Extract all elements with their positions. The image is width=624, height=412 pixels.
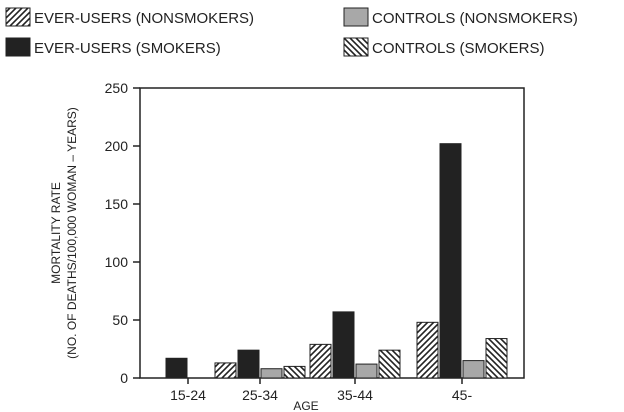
- bar: [485, 338, 508, 379]
- bar: [283, 365, 306, 379]
- bar: [165, 357, 188, 379]
- y-axis: 0 50 100 150 200 250: [105, 80, 140, 386]
- y-axis-title-line-1: MORTALITY RATE: [49, 182, 63, 284]
- bar: [237, 349, 260, 379]
- x-axis: 15-24 25-34 35-44 45-: [170, 378, 472, 403]
- y-axis-title-line-2: (NO. OF DEATHS/100,000 WOMAN – YEARS): [65, 107, 79, 359]
- x-axis-title: AGE: [293, 399, 318, 412]
- legend-swatch: [343, 37, 369, 57]
- bar: [439, 143, 462, 379]
- legend-swatch: [5, 37, 31, 57]
- bar: [378, 349, 401, 379]
- legend-item: CONTROLS (SMOKERS): [343, 37, 545, 57]
- legend: EVER-USERS (NONSMOKERS) EVER-USERS (SMOKE…: [5, 7, 578, 57]
- legend-item: CONTROLS (NONSMOKERS): [343, 7, 578, 27]
- x-tick-label: 25-34: [242, 387, 278, 403]
- legend-swatch: [343, 7, 369, 27]
- legend-label: EVER-USERS (NONSMOKERS): [34, 10, 254, 27]
- x-tick-label: 35-44: [337, 387, 373, 403]
- legend-item: EVER-USERS (SMOKERS): [5, 37, 221, 57]
- bar: [416, 321, 439, 379]
- plot-area: 0 50 100 150 200 250 15-24 25-34 35-44 45-: [105, 80, 525, 403]
- legend-label: CONTROLS (SMOKERS): [372, 40, 545, 57]
- bar: [355, 363, 378, 379]
- legend-swatch: [5, 7, 31, 27]
- legend-label: EVER-USERS (SMOKERS): [34, 40, 221, 57]
- y-tick-label: 250: [105, 80, 129, 96]
- bar: [214, 362, 237, 379]
- bar: [462, 360, 485, 379]
- x-tick-label: 45-: [452, 387, 473, 403]
- legend-label: CONTROLS (NONSMOKERS): [372, 10, 578, 27]
- plot-frame: [139, 87, 525, 379]
- legend-item: EVER-USERS (NONSMOKERS): [5, 7, 254, 27]
- bar: [309, 343, 332, 379]
- y-tick-label: 0: [120, 370, 128, 386]
- y-tick-label: 50: [112, 312, 128, 328]
- y-tick-label: 150: [105, 196, 129, 212]
- y-tick-label: 200: [105, 138, 129, 154]
- bars: [165, 143, 508, 379]
- bar: [260, 368, 283, 379]
- x-tick-label: 15-24: [170, 387, 206, 403]
- y-axis-title: MORTALITY RATE (NO. OF DEATHS/100,000 WO…: [49, 107, 79, 359]
- bar: [332, 311, 355, 379]
- y-tick-label: 100: [105, 254, 129, 270]
